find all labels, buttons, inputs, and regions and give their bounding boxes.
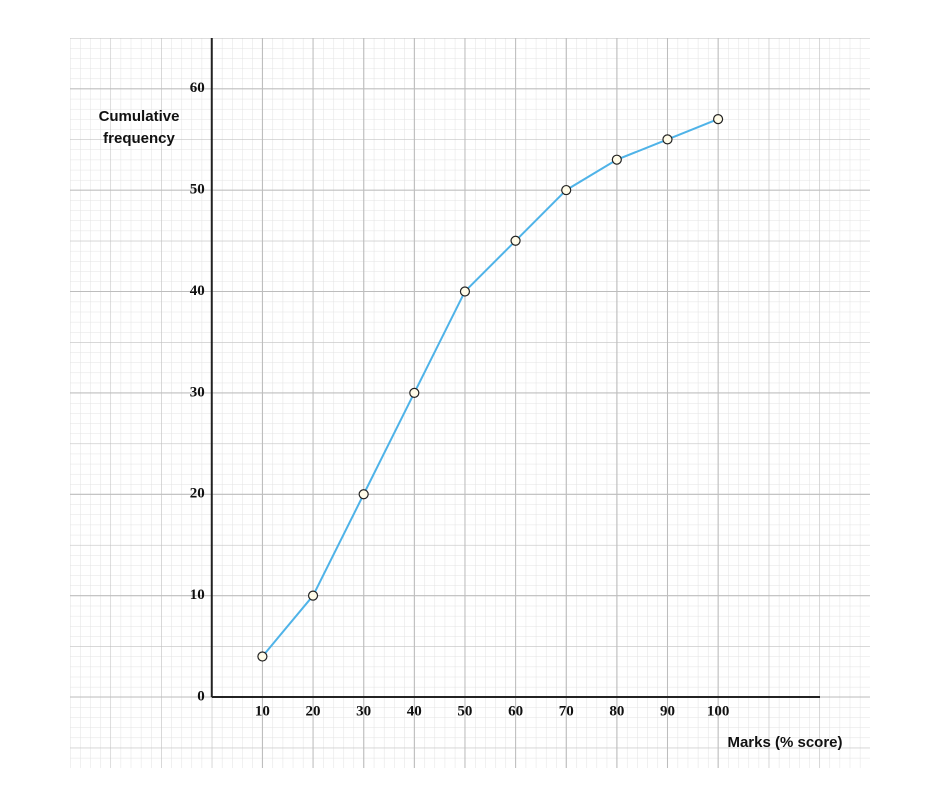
y-tick-label: 40 <box>190 283 205 299</box>
x-tick-label: 70 <box>559 703 574 719</box>
y-tick-label: 0 <box>197 688 205 704</box>
y-axis-label: Cumulative frequency <box>98 108 180 147</box>
data-point <box>713 114 724 125</box>
y-tick-label: 50 <box>190 182 205 198</box>
series-line <box>261 118 719 658</box>
x-tick-label: 100 <box>707 703 730 719</box>
x-tick-label: 90 <box>660 703 675 719</box>
data-point <box>662 134 673 145</box>
data-point <box>561 184 572 196</box>
y-tick-label: 60 <box>190 80 205 96</box>
data-point <box>409 387 420 398</box>
data-point <box>611 154 622 165</box>
x-tick-label: 20 <box>306 703 321 719</box>
data-point <box>307 590 319 601</box>
x-tick-label: 80 <box>609 703 624 719</box>
x-tick-label: 50 <box>457 703 472 719</box>
data-point <box>257 651 268 662</box>
y-tick-label: 30 <box>190 384 205 400</box>
x-tick-label: 60 <box>508 703 523 719</box>
data-point <box>358 489 369 500</box>
grid-major <box>70 38 870 768</box>
y-tick-label: 20 <box>190 486 205 502</box>
data-point <box>510 235 521 246</box>
y-tick-label: 10 <box>190 587 205 603</box>
data-point <box>459 286 471 297</box>
x-tick-label: 10 <box>255 703 270 719</box>
x-tick-label: 40 <box>407 703 422 719</box>
x-axis-label: Marks (% score) <box>727 734 843 751</box>
x-tick-label: 30 <box>356 703 371 719</box>
